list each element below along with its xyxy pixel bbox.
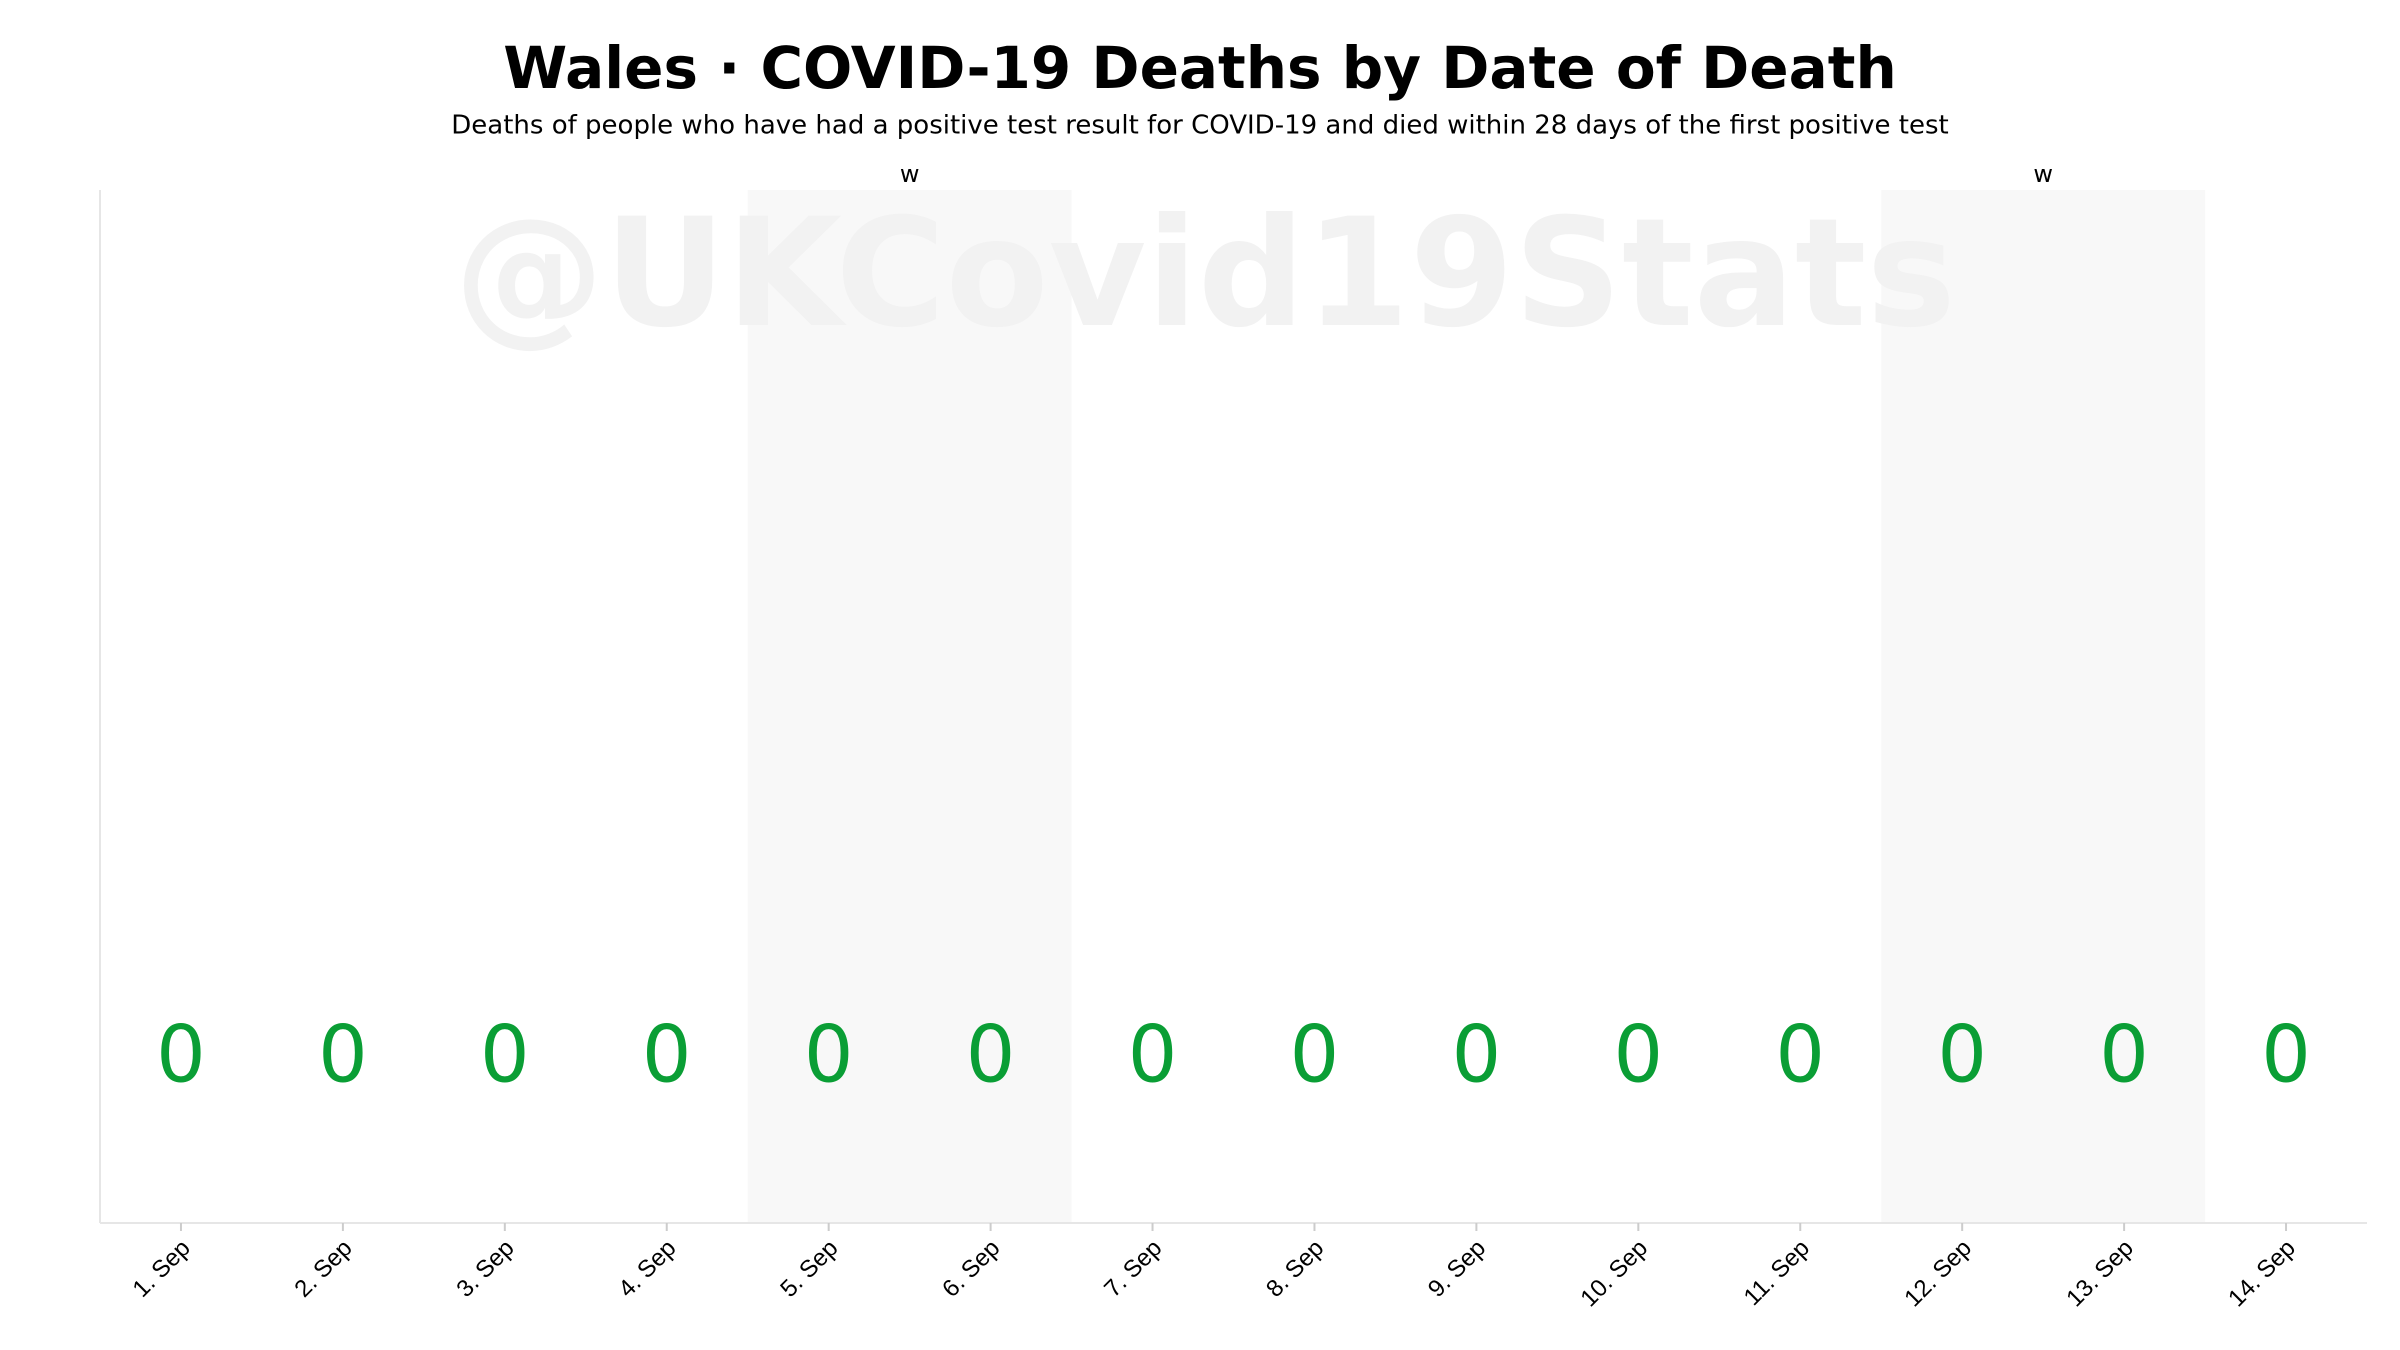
x-tick-label: 2. Sep xyxy=(289,1235,357,1303)
value-label: 0 xyxy=(1937,1010,1987,1100)
value-label: 0 xyxy=(642,1010,692,1100)
x-tick-label: 11. Sep xyxy=(1739,1235,1815,1311)
value-label: 0 xyxy=(2261,1010,2311,1100)
value-label: 0 xyxy=(1128,1010,1178,1100)
value-label: 0 xyxy=(804,1010,854,1100)
weekend-label: w xyxy=(900,160,920,188)
value-label: 0 xyxy=(2099,1010,2149,1100)
x-tick-label: 3. Sep xyxy=(451,1235,519,1303)
value-label: 0 xyxy=(966,1010,1016,1100)
weekend-band xyxy=(747,190,1072,1223)
x-tick-label: 4. Sep xyxy=(613,1235,681,1303)
x-tick-label: 8. Sep xyxy=(1261,1235,1329,1303)
chart-subtitle: Deaths of people who have had a positive… xyxy=(451,111,1948,141)
x-tick-label: 10. Sep xyxy=(1575,1235,1653,1313)
value-label: 0 xyxy=(156,1010,206,1100)
watermark: @UKCovid19Stats xyxy=(454,187,1956,361)
weekend-label: w xyxy=(2033,160,2053,188)
x-tick-label: 14. Sep xyxy=(2223,1235,2301,1313)
x-tick-label: 9. Sep xyxy=(1423,1235,1491,1303)
value-label: 0 xyxy=(480,1010,530,1100)
value-label: 0 xyxy=(1452,1010,1502,1100)
x-tick-label: 5. Sep xyxy=(775,1235,843,1303)
x-tick-label: 1. Sep xyxy=(128,1235,196,1303)
x-tick-label: 13. Sep xyxy=(2061,1235,2139,1313)
value-label: 0 xyxy=(318,1010,368,1100)
x-tick-label: 6. Sep xyxy=(937,1235,1005,1303)
value-label: 0 xyxy=(1290,1010,1340,1100)
value-label: 0 xyxy=(1614,1010,1664,1100)
x-tick-label: 7. Sep xyxy=(1099,1235,1167,1303)
chart-title: Wales · COVID-19 Deaths by Date of Death xyxy=(503,34,1897,102)
value-label: 0 xyxy=(1775,1010,1825,1100)
x-tick-label: 12. Sep xyxy=(1899,1235,1977,1313)
weekend-band xyxy=(1881,190,2206,1223)
